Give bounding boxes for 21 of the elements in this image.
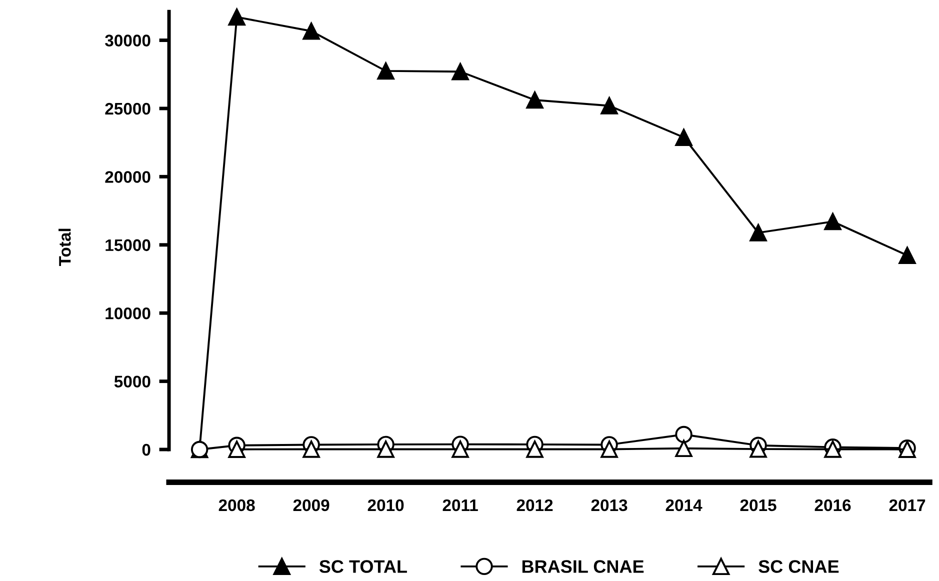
x-tick-label: 2015 [740, 499, 776, 512]
x-tick-label: 2017 [889, 499, 926, 512]
legend-label: BRASIL CNAE [522, 560, 644, 573]
y-tick-label: 0 [142, 444, 150, 456]
x-tick-label: 2010 [368, 499, 404, 512]
y-axis-title: Total [58, 228, 71, 266]
y-tick-label: 15000 [106, 239, 150, 252]
x-tick-label: 2012 [516, 499, 553, 512]
legend-label: SC CNAE [758, 560, 839, 573]
x-tick-label: 2016 [814, 499, 851, 512]
y-tick-label: 10000 [106, 307, 150, 320]
x-tick-label: 2014 [666, 499, 702, 512]
x-tick-label: 2009 [293, 499, 330, 512]
x-tick-label: 2008 [218, 499, 255, 512]
x-tick-label: 2011 [442, 499, 478, 512]
y-tick-label: 5000 [114, 376, 150, 388]
legend-label: SC TOTAL [319, 560, 407, 573]
y-tick-label: 30000 [105, 34, 150, 46]
y-tick-label: 25000 [105, 102, 150, 115]
y-tick-label: 20000 [105, 171, 150, 183]
x-tick-label: 2013 [591, 499, 628, 512]
